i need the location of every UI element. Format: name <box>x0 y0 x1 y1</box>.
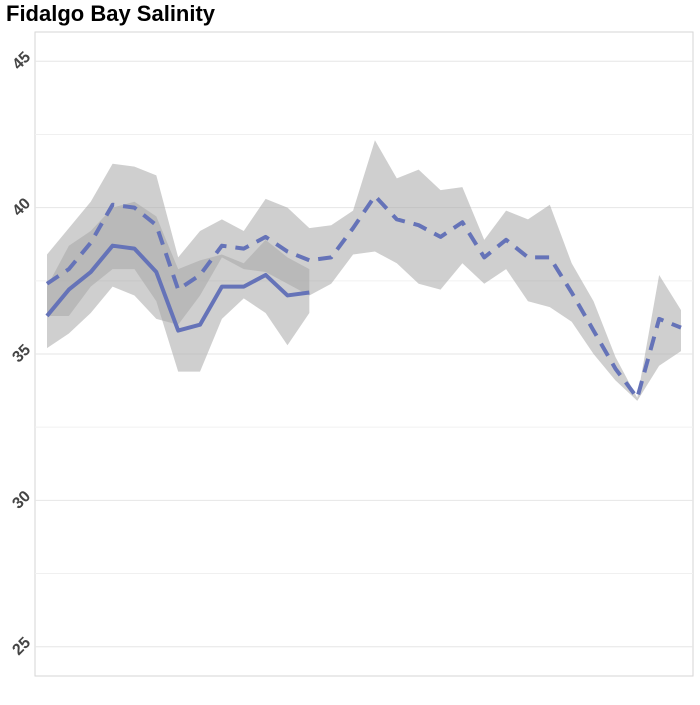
y-tick-label: 40 <box>9 195 34 220</box>
chart-title: Fidalgo Bay Salinity <box>6 1 216 26</box>
y-tick-label: 25 <box>9 634 34 659</box>
series-line <box>45 193 682 400</box>
series-line <box>45 243 310 333</box>
y-tick-label: 45 <box>9 49 34 74</box>
y-tick-label: 30 <box>9 488 34 513</box>
y-tick-label: 35 <box>9 341 34 366</box>
